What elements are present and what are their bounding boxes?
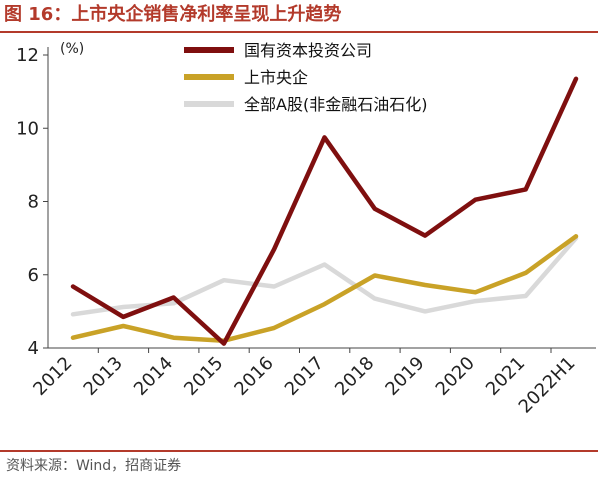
x-tick-label: 2020: [432, 353, 479, 400]
x-tick-label: 2019: [381, 353, 428, 400]
y-tick-label: 12: [16, 45, 39, 66]
y-tick-label: 10: [16, 118, 39, 139]
x-tick-label: 2018: [331, 353, 378, 400]
y-tick-label: 6: [28, 265, 39, 286]
chart-series: [70, 76, 579, 346]
x-tick-label: 2015: [180, 353, 227, 400]
y-axis-label: (%): [60, 41, 84, 57]
legend-label: 全部A股(非金融石油石化): [244, 95, 427, 114]
x-axis-ticks: 2012 2013 2014 2015 2016 2017 2018 2019 2020 2021…: [29, 348, 580, 418]
legend-label: 国有资本投资公司: [244, 41, 372, 60]
source-note: 资料来源：Wind，招商证券: [6, 458, 182, 474]
line-chart: 4 6 8 10 12 2012 2013 2014 2015 2016 2017 2018 2019…: [16, 41, 596, 418]
footer-divider: [0, 450, 598, 452]
x-tick-label: 2013: [80, 353, 127, 400]
y-axis-ticks: 4 6 8 10 12: [16, 45, 48, 359]
title-divider: [0, 31, 598, 33]
x-tick-label: 2012: [29, 353, 76, 400]
x-tick-label: 2022H1: [515, 353, 580, 418]
chart-axes: [47, 47, 596, 349]
y-tick-label: 8: [28, 192, 39, 213]
y-tick-label: 4: [28, 338, 39, 359]
x-tick-label: 2016: [230, 353, 277, 400]
figure-title: 图 16：上市央企销售净利率呈现上升趋势: [4, 4, 342, 25]
x-tick-label: 2014: [130, 353, 177, 400]
legend-label: 上市央企: [244, 68, 308, 87]
series-line: [70, 234, 579, 343]
x-tick-label: 2021: [482, 353, 529, 400]
series-line: [70, 76, 579, 346]
x-tick-label: 2017: [281, 353, 328, 400]
